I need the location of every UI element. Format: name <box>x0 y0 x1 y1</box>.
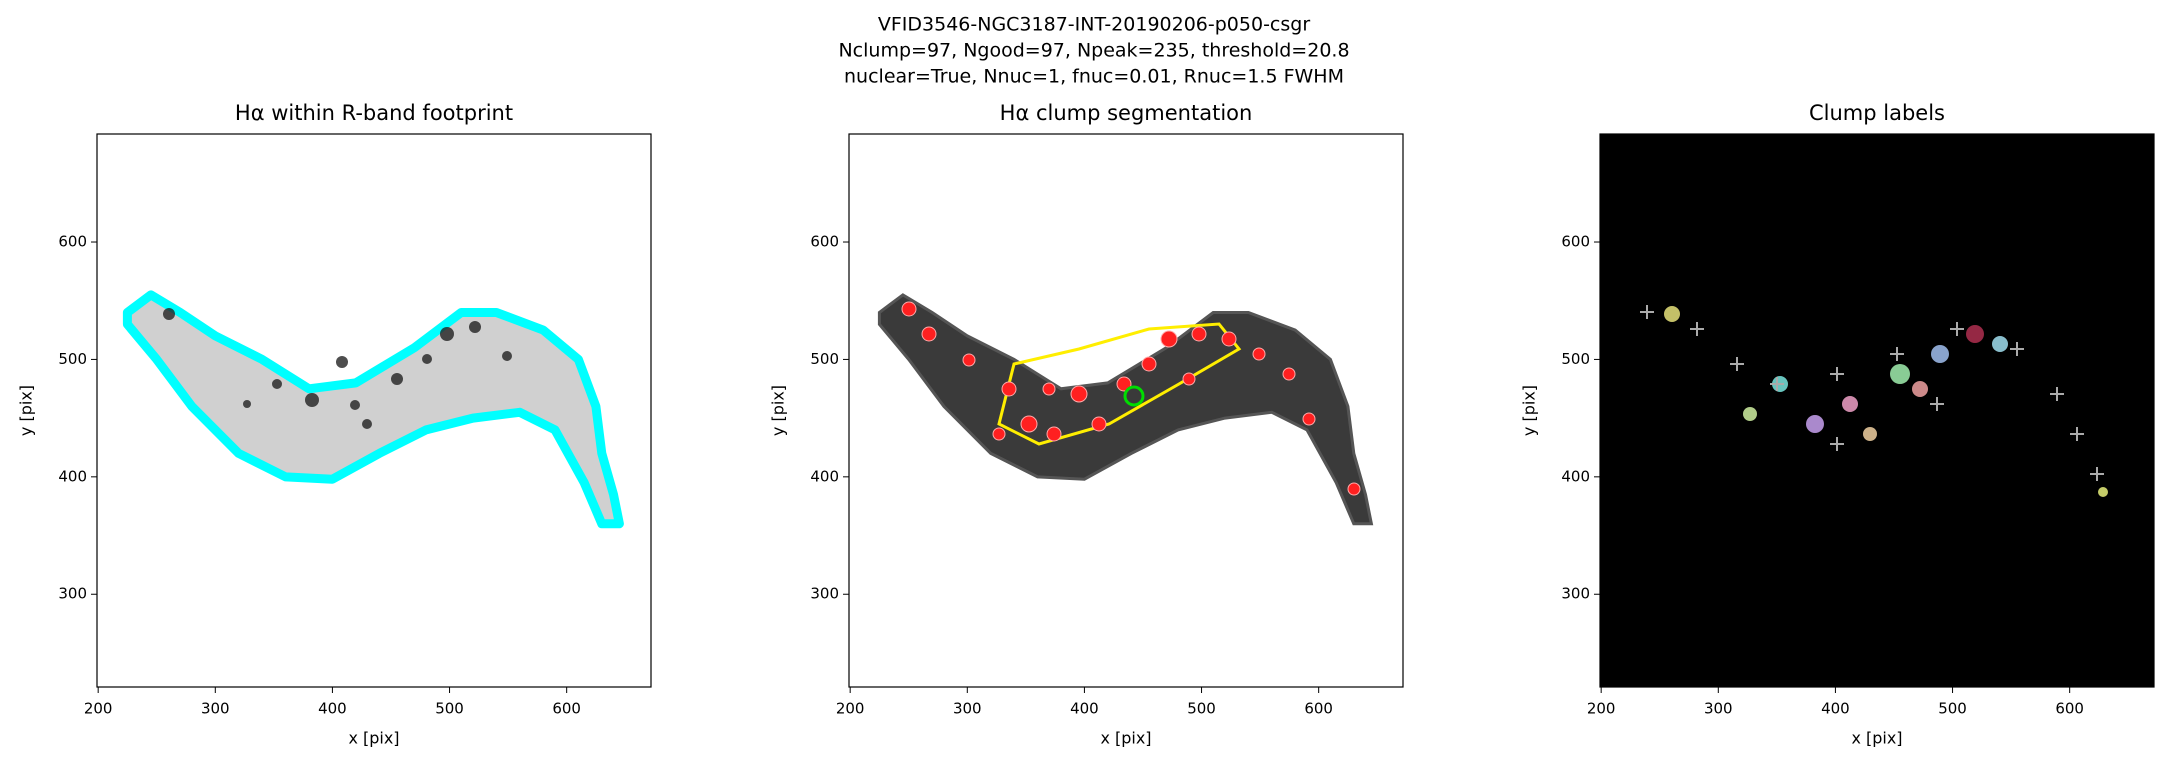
x-axis-label: x [pix] <box>348 729 399 748</box>
y-tick-label: 500 <box>58 350 87 368</box>
axes-title: Hα clump segmentation <box>1000 101 1253 125</box>
y-tick-label: 500 <box>1561 350 1590 368</box>
x-tick-label: 200 <box>836 700 865 718</box>
x-tick-label: 500 <box>435 700 464 718</box>
y-tick-label: 400 <box>810 467 839 485</box>
y-tick-label: 500 <box>810 350 839 368</box>
y-tick-label: 600 <box>1561 233 1590 251</box>
suptitle: nuclear=True, Nnuc=1, fnuc=0.01, Rnuc=1.… <box>844 66 1344 88</box>
image-labels <box>1600 134 2154 687</box>
x-axis-label: x [pix] <box>1851 729 1902 748</box>
x-tick-label: 200 <box>1587 700 1616 718</box>
y-tick-label: 400 <box>58 467 87 485</box>
x-tick-label: 500 <box>1187 700 1216 718</box>
y-tick-label: 600 <box>810 233 839 251</box>
image-halpha <box>127 295 619 524</box>
y-tick-label: 300 <box>1561 585 1590 603</box>
x-tick-label: 400 <box>1821 700 1850 718</box>
y-tick-label: 300 <box>58 585 87 603</box>
x-tick-label: 600 <box>1304 700 1333 718</box>
axes-frame <box>96 133 652 688</box>
x-tick-label: 300 <box>953 700 982 718</box>
x-tick-label: 600 <box>552 700 581 718</box>
y-axis-label: y [pix] <box>769 385 788 436</box>
y-tick-label: 600 <box>58 233 87 251</box>
suptitle: Nclump=97, Ngood=97, Npeak=235, threshol… <box>838 40 1349 62</box>
axes-title: Clump labels <box>1809 101 1945 125</box>
image-segmentation <box>877 293 1373 526</box>
x-tick-label: 400 <box>318 700 347 718</box>
axes-title: Hα within R-band footprint <box>235 101 513 125</box>
y-tick-label: 400 <box>1561 467 1590 485</box>
suptitle: VFID3546-NGC3187-INT-20190206-p050-csgr <box>878 14 1310 36</box>
axes-frame <box>1599 133 2155 688</box>
y-tick-label: 300 <box>810 585 839 603</box>
x-tick-label: 300 <box>1704 700 1733 718</box>
y-axis-label: y [pix] <box>1520 385 1539 436</box>
x-tick-label: 500 <box>1938 700 1967 718</box>
y-axis-label: y [pix] <box>17 385 36 436</box>
x-tick-label: 300 <box>201 700 230 718</box>
x-tick-label: 200 <box>84 700 113 718</box>
x-tick-label: 400 <box>1070 700 1099 718</box>
x-axis-label: x [pix] <box>1100 729 1151 748</box>
axes-frame <box>848 133 1404 688</box>
x-tick-label: 600 <box>2055 700 2084 718</box>
